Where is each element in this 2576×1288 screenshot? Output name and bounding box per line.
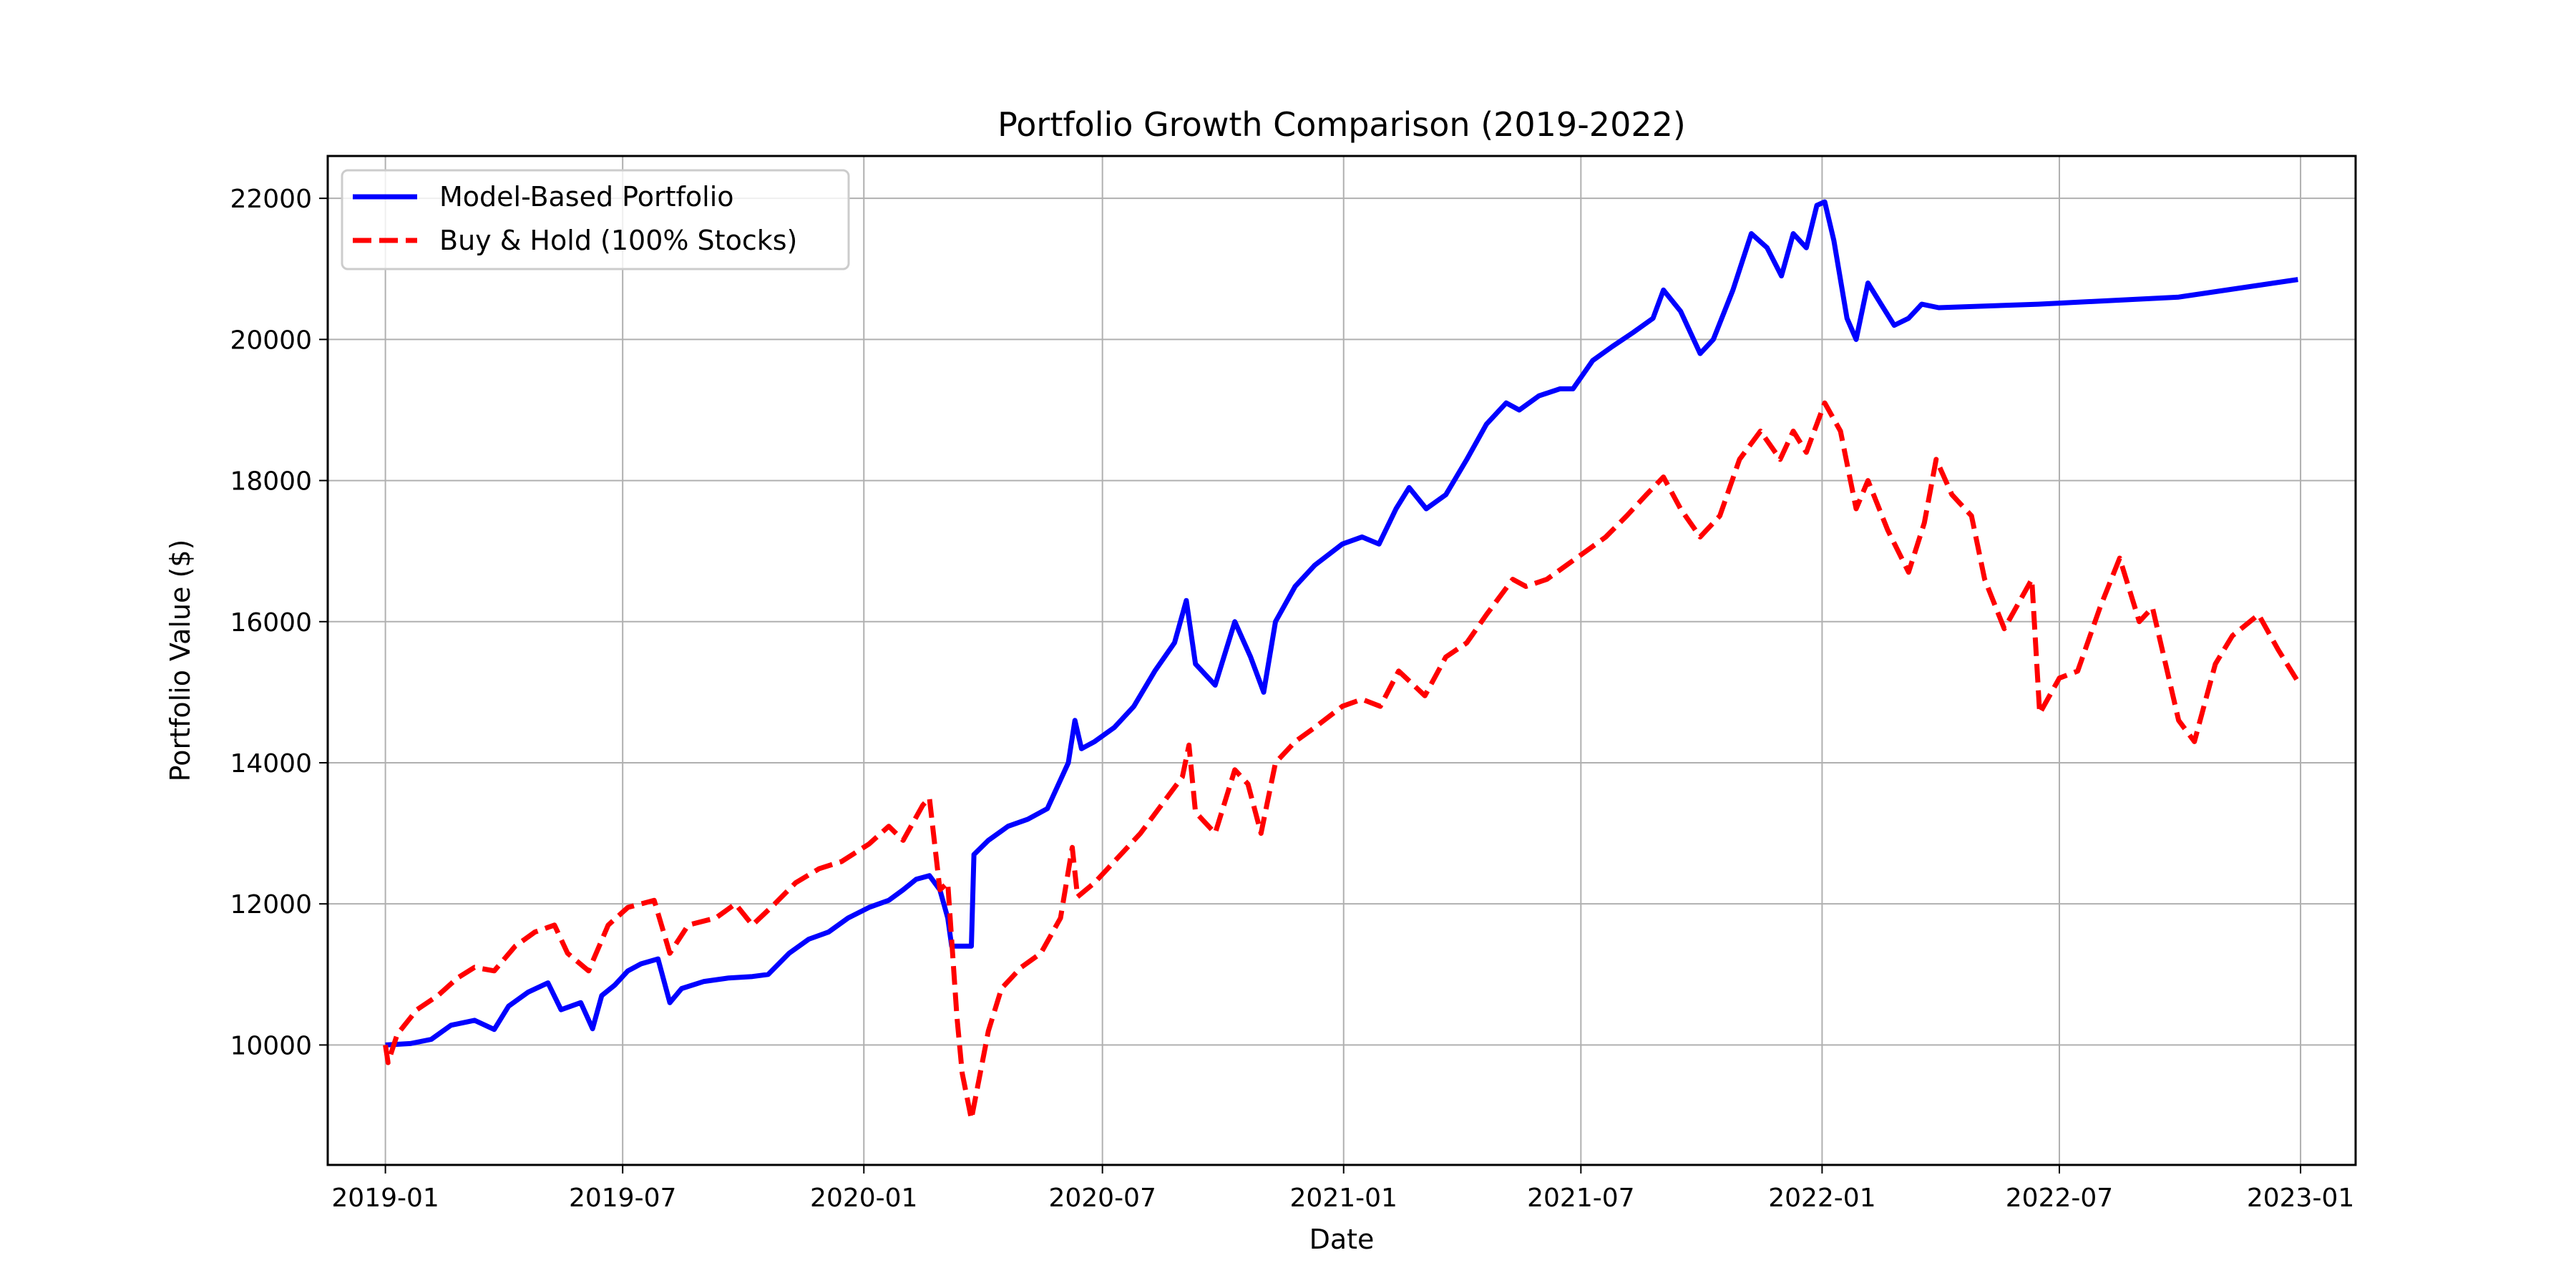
- y-tick-label: 12000: [230, 890, 312, 919]
- plot-area-frame: [326, 155, 2357, 1166]
- x-tick-label: 2019-01: [331, 1184, 439, 1213]
- legend-label-model: Model-Based Portfolio: [439, 181, 734, 213]
- series-line-model-based: [385, 199, 2298, 1048]
- x-tick-label: 2020-07: [1048, 1184, 1156, 1213]
- y-tick-label: 20000: [230, 326, 312, 355]
- x-tick-label: 2021-01: [1290, 1184, 1397, 1213]
- series-layer: [383, 199, 2301, 1122]
- y-tick-label: 14000: [230, 749, 312, 779]
- x-tick-label: 2023-01: [2247, 1184, 2354, 1213]
- legend-box: [341, 169, 850, 270]
- legend: Model-Based Portfolio Buy & Hold (100% S…: [341, 169, 850, 270]
- y-tick-label: 22000: [230, 185, 312, 214]
- y-axis: 10000 12000 14000 16000 18000 20000 22000: [230, 185, 328, 1060]
- x-tick-label: 2021-07: [1527, 1184, 1634, 1213]
- x-tick-label: 2019-07: [569, 1184, 676, 1213]
- y-tick-label: 16000: [230, 608, 312, 638]
- gridlines: [328, 156, 2356, 1165]
- y-tick-label: 18000: [230, 467, 312, 497]
- chart-title: Portfolio Growth Comparison (2019-2022): [997, 105, 1686, 144]
- x-axis: 2019-01 2019-07 2020-01 2020-07 2021-01 2021-…: [331, 1165, 2354, 1213]
- y-tick-label: 10000: [230, 1031, 312, 1060]
- x-axis-label: Date: [1309, 1224, 1375, 1255]
- x-tick-label: 2022-07: [2006, 1184, 2113, 1213]
- x-tick-label: 2020-01: [810, 1184, 917, 1213]
- series-line-buy-hold: [383, 400, 2301, 1122]
- x-tick-label: 2022-01: [1768, 1184, 1875, 1213]
- y-axis-label: Portfolio Value ($): [165, 540, 196, 782]
- legend-label-buy-hold: Buy & Hold (100% Stocks): [439, 225, 797, 256]
